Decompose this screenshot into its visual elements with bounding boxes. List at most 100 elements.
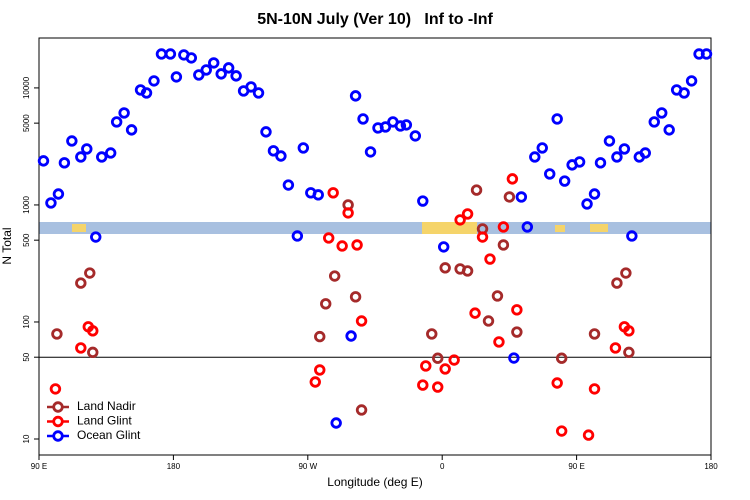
point bbox=[426, 328, 438, 340]
x-axis-label: Longitude (deg E) bbox=[327, 475, 422, 489]
point bbox=[345, 330, 357, 342]
point bbox=[497, 221, 510, 233]
y-tick-label: 100 bbox=[22, 315, 31, 329]
land-patch bbox=[72, 224, 86, 232]
point bbox=[497, 239, 510, 251]
point bbox=[626, 230, 638, 242]
y-tick-label: 10000 bbox=[22, 76, 31, 99]
point bbox=[245, 81, 257, 93]
point bbox=[81, 143, 93, 155]
point bbox=[252, 87, 265, 99]
point bbox=[230, 70, 242, 82]
point bbox=[685, 75, 698, 87]
point bbox=[314, 364, 326, 376]
point bbox=[51, 328, 63, 340]
point bbox=[323, 232, 335, 244]
point bbox=[439, 363, 451, 375]
y-tick-label: 500 bbox=[22, 233, 31, 247]
point bbox=[469, 307, 481, 319]
point bbox=[620, 267, 632, 279]
point bbox=[432, 381, 444, 393]
point bbox=[439, 262, 451, 274]
plot-frame bbox=[38, 37, 712, 456]
equator-band bbox=[39, 222, 711, 234]
point bbox=[417, 379, 429, 391]
point bbox=[155, 48, 168, 60]
point bbox=[511, 326, 523, 338]
point bbox=[623, 325, 635, 337]
point bbox=[66, 135, 78, 147]
point bbox=[355, 315, 368, 327]
point bbox=[663, 124, 675, 136]
point bbox=[420, 360, 432, 372]
point bbox=[87, 346, 99, 359]
point bbox=[611, 151, 623, 163]
point bbox=[400, 119, 413, 131]
chart-title: 5N-10N July (Ver 10) Inf to -Inf bbox=[257, 11, 493, 28]
legend-label: Land Glint bbox=[77, 414, 132, 428]
point bbox=[328, 270, 341, 282]
point bbox=[148, 75, 160, 87]
point bbox=[49, 383, 62, 395]
point bbox=[536, 142, 548, 154]
point bbox=[623, 346, 635, 359]
land-patch bbox=[422, 222, 477, 234]
y-tick-label: 10 bbox=[22, 434, 31, 443]
point bbox=[491, 290, 504, 302]
y-tick-label: 50 bbox=[22, 352, 31, 361]
point bbox=[558, 175, 571, 187]
y-tick-label: 5000 bbox=[22, 114, 31, 132]
point bbox=[581, 198, 593, 210]
point bbox=[208, 57, 220, 69]
point bbox=[90, 231, 102, 243]
land-patch bbox=[590, 224, 608, 232]
point bbox=[461, 208, 474, 220]
point bbox=[521, 221, 534, 233]
point bbox=[351, 239, 363, 251]
point bbox=[573, 156, 586, 168]
legend-marker bbox=[52, 415, 64, 428]
point bbox=[529, 151, 541, 163]
point bbox=[582, 429, 595, 441]
land-patch bbox=[555, 225, 565, 232]
point bbox=[314, 330, 326, 343]
point bbox=[222, 62, 235, 74]
point bbox=[357, 113, 369, 125]
point bbox=[330, 417, 342, 429]
x-tick-label: 180 bbox=[704, 462, 718, 471]
point bbox=[267, 145, 280, 157]
point bbox=[448, 354, 460, 366]
point bbox=[454, 214, 466, 226]
x-tick-label: 90 W bbox=[298, 462, 317, 471]
point bbox=[349, 90, 362, 102]
point bbox=[461, 265, 474, 277]
point bbox=[297, 142, 310, 154]
point bbox=[75, 342, 87, 354]
x-tick-label: 90 E bbox=[568, 462, 584, 471]
point bbox=[320, 298, 332, 310]
point bbox=[611, 277, 623, 289]
point bbox=[336, 240, 348, 252]
point bbox=[355, 404, 368, 416]
point bbox=[215, 68, 227, 80]
point bbox=[432, 352, 444, 364]
point bbox=[639, 147, 651, 159]
point bbox=[588, 188, 601, 200]
x-tick-label: 180 bbox=[167, 462, 181, 471]
point bbox=[515, 191, 528, 203]
point bbox=[482, 315, 495, 327]
point bbox=[58, 157, 71, 169]
point bbox=[678, 87, 690, 99]
point bbox=[349, 291, 362, 303]
point bbox=[555, 352, 568, 364]
point bbox=[125, 124, 138, 136]
point bbox=[503, 191, 516, 203]
legend-marker bbox=[52, 401, 64, 413]
point bbox=[170, 71, 183, 83]
point bbox=[476, 231, 489, 243]
point bbox=[140, 87, 153, 99]
point bbox=[470, 184, 483, 196]
point bbox=[508, 352, 520, 364]
legend-label: Land Nadir bbox=[77, 399, 136, 413]
